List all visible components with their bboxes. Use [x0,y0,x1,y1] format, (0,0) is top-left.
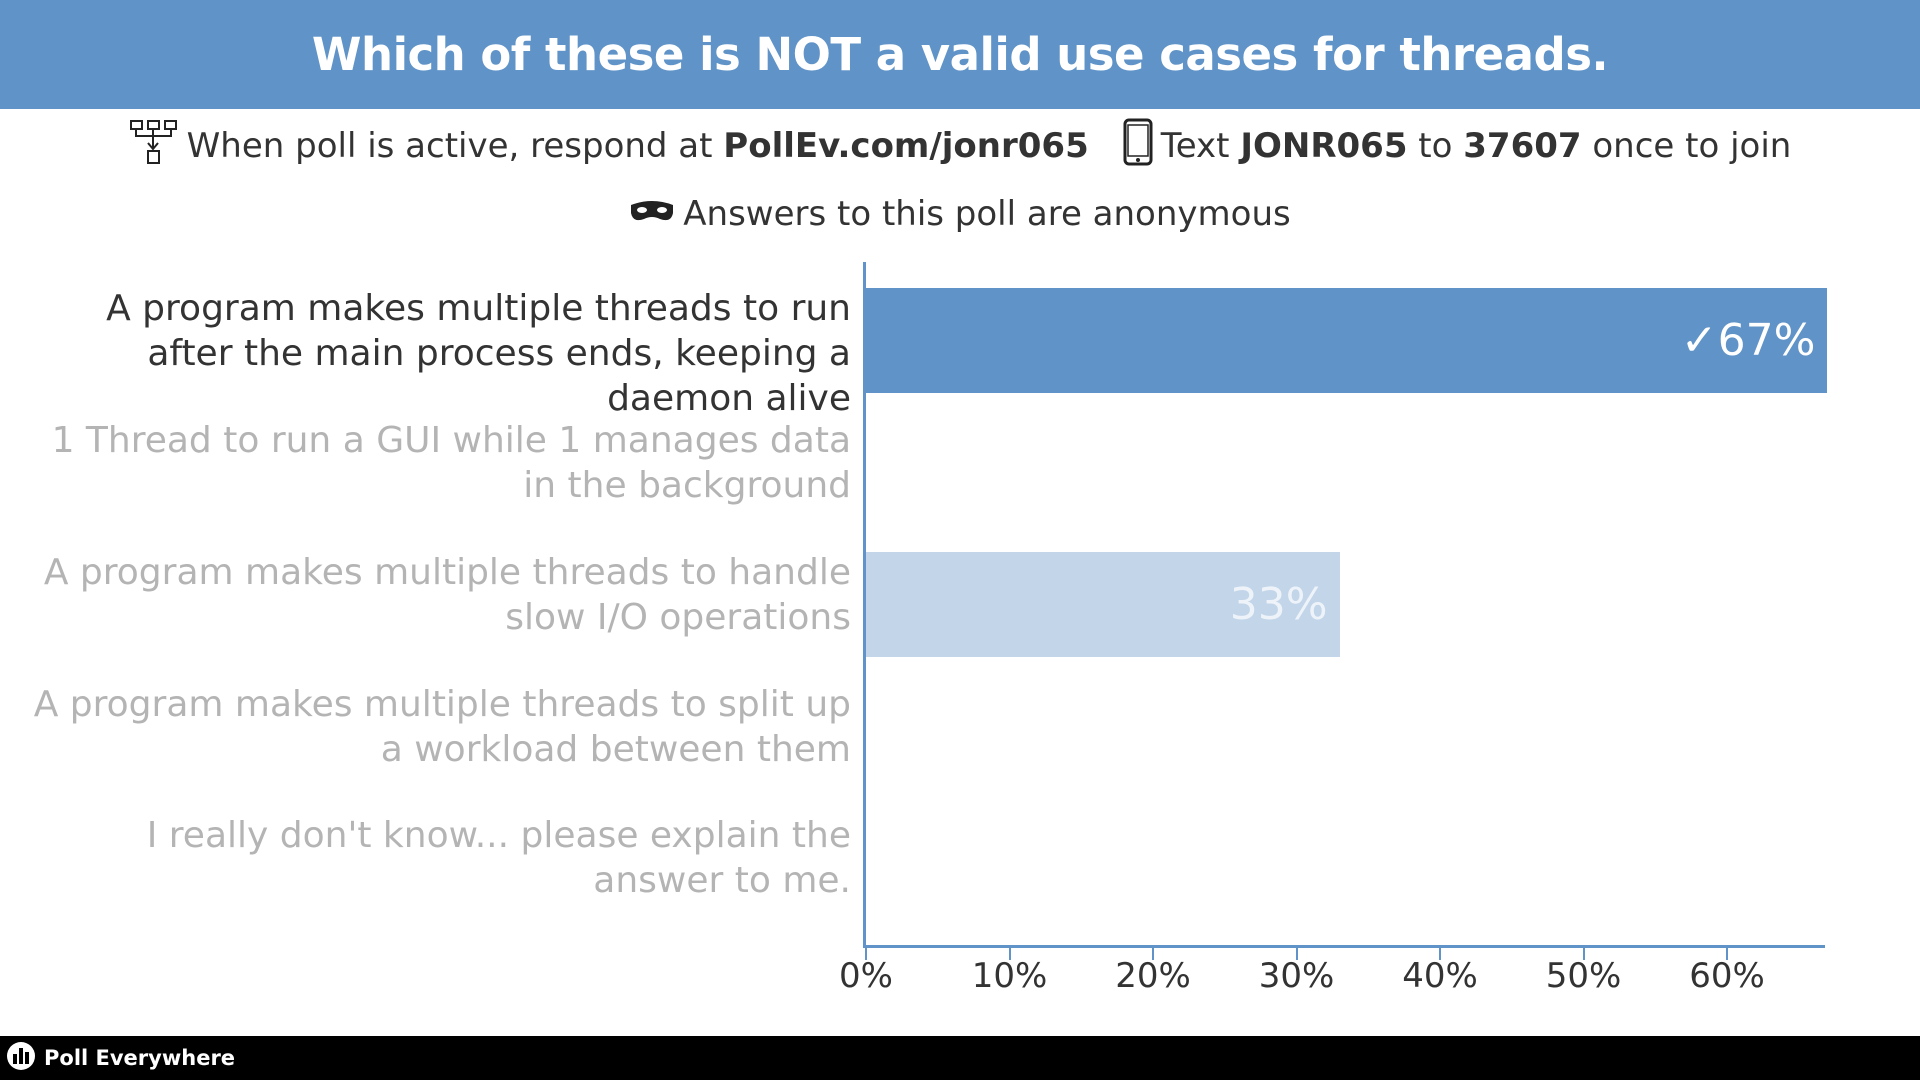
bar-value-label-3: 33% [1229,579,1328,630]
text-number: 37607 [1463,126,1582,166]
text-code: JONR065 [1240,126,1408,166]
bar-option-1 [866,288,1828,393]
x-tick [1582,948,1585,960]
x-tick-label: 0% [839,956,893,996]
x-axis-line [863,945,1825,948]
option-label-4: A program makes multiple threads to spli… [33,684,851,770]
web-url[interactable]: PollEv.com/jonr065 [723,126,1089,166]
x-tick-label: 30% [1258,956,1335,996]
x-tick [1726,948,1728,960]
x-tick-label: 20% [1115,956,1191,996]
text-suffix: once to join [1592,126,1792,166]
text-prefix: Text [1160,126,1230,166]
x-tick [1008,948,1011,960]
anonymous-notice: Answers to this poll are anonymous [0,186,1920,242]
brand-name: Poll Everywhere [44,1046,236,1070]
text-to: to [1418,126,1453,166]
web-prefix: When poll is active, respond at [186,126,713,166]
bar-option-3 [866,552,1340,657]
poll-everywhere-logo-icon [6,1041,36,1076]
option-label-3: A program makes multiple threads to hand… [43,552,851,638]
x-tick [1439,948,1441,960]
x-tick [865,948,867,960]
anonymous-text: Answers to this poll are anonymous [683,194,1291,234]
y-axis-line [863,262,866,948]
x-tick-label: 60% [1689,956,1765,996]
x-tick-label: 50% [1545,956,1622,996]
option-label-2: 1 Thread to run a GUI while 1 manages da… [51,420,851,506]
option-label-5: I really don't know... please explain th… [146,815,851,901]
option-label-1: A program makes multiple threads to run … [106,288,851,419]
poll-title: Which of these is NOT a valid use cases … [0,0,1920,109]
footer-bar: Poll Everywhere [0,1036,1920,1080]
x-tick [1152,948,1154,960]
x-tick-label: 40% [1402,956,1478,996]
mask-icon [629,194,675,234]
phone-icon [1123,118,1153,175]
response-instructions: When poll is active, respond at PollEv.c… [0,118,1920,174]
x-tick [1295,948,1298,960]
x-tick-label: 10% [971,956,1048,996]
bar-value-label-1: ✓67% [1680,315,1816,366]
network-icon [129,119,179,174]
